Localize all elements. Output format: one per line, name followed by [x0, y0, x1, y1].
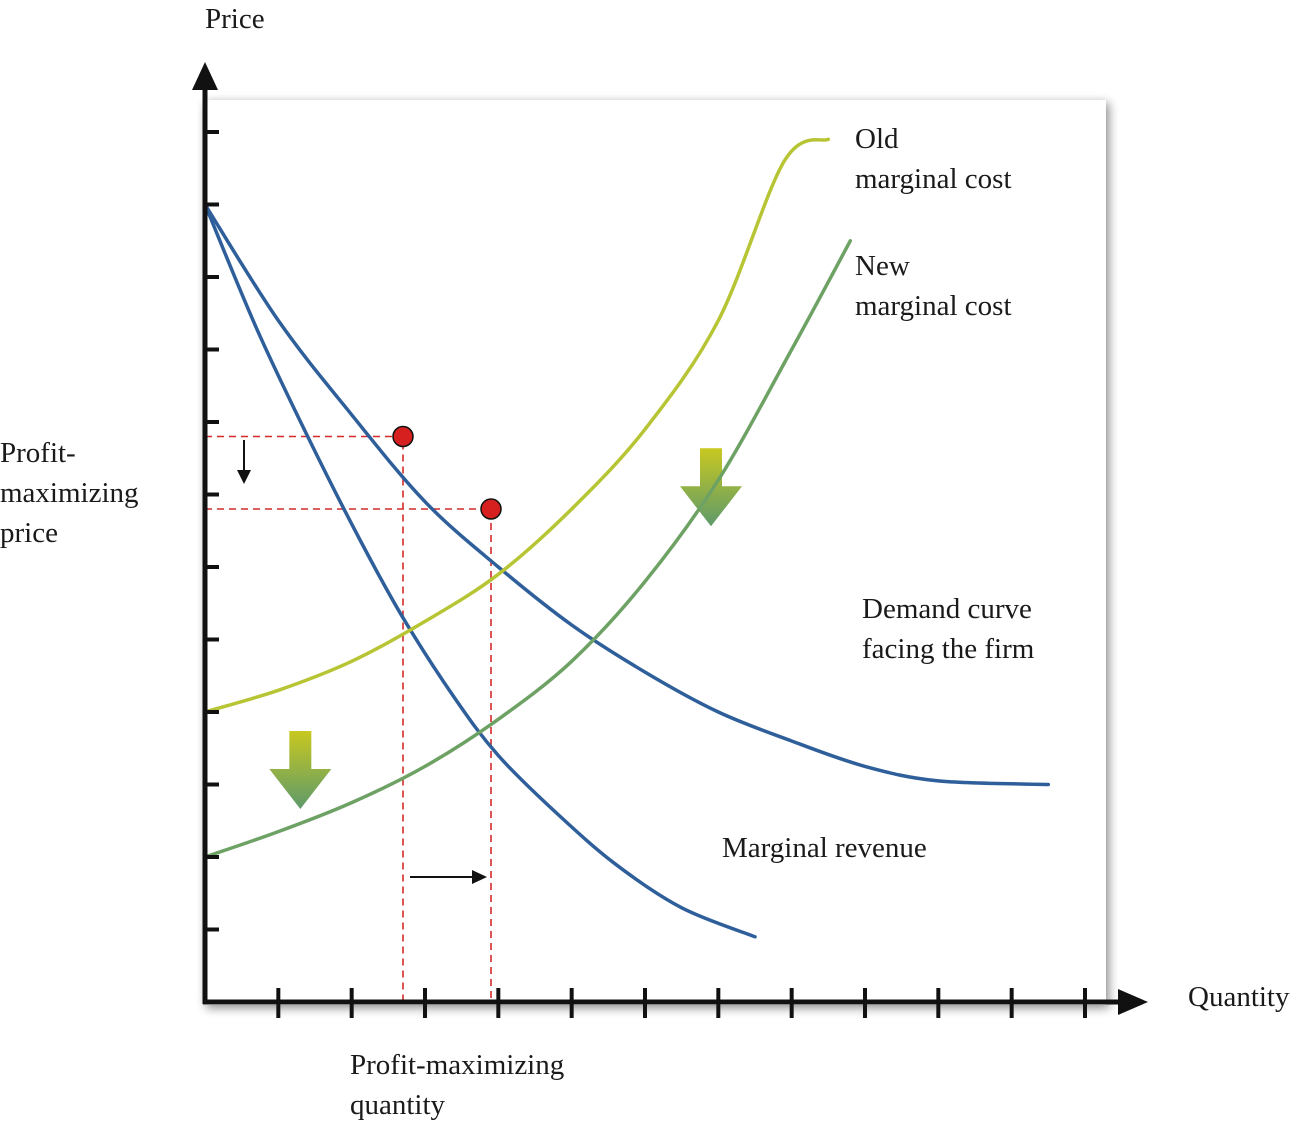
quantity-axis-label: Quantity — [1188, 981, 1290, 1013]
new-mc-label-line2: marginal cost — [855, 290, 1012, 322]
x-axis-ticks — [276, 988, 1087, 1018]
marginal-revenue-line — [203, 202, 757, 939]
marginal-cost-shift-arrow-left — [269, 731, 332, 809]
small-move-arrows — [237, 440, 487, 884]
pmq-label-line2: quantity — [350, 1089, 446, 1121]
curves — [203, 137, 1051, 939]
plot-panel — [203, 100, 1106, 1005]
y-axis-ticks — [204, 130, 219, 932]
demand-label-line2: facing the firm — [862, 633, 1035, 665]
new-mc-label-line1: New — [855, 250, 910, 282]
old-marginal-cost-line — [203, 137, 831, 714]
demand-curve-facing-the-firm-line — [203, 202, 1051, 787]
shift-arrows — [269, 448, 742, 809]
equilibrium-point-new — [480, 498, 502, 520]
pmp-label-line1: Profit- — [0, 437, 76, 469]
pmp-label-line2: maximizing — [0, 477, 139, 509]
guide-new — [205, 508, 492, 1002]
new-marginal-cost-line — [203, 239, 853, 859]
x-axis-arrowhead — [1118, 989, 1148, 1015]
price-axis-label: Price — [205, 3, 265, 35]
pmq-label-line1: Profit-maximizing — [350, 1049, 564, 1081]
axes — [192, 62, 1148, 1018]
mr-label: Marginal revenue — [722, 832, 927, 864]
quantity-right-arrowhead — [472, 870, 487, 884]
pmp-label-line3: price — [0, 517, 58, 549]
old-mc-label-line2: marginal cost — [855, 163, 1012, 195]
equilibrium-point-old — [392, 425, 414, 448]
equilibrium-points — [392, 425, 502, 520]
marginal-cost-shift-arrow-right — [680, 448, 742, 527]
price-down-arrowhead — [237, 470, 251, 484]
y-axis-arrowhead — [192, 62, 218, 90]
demand-label-line1: Demand curve — [862, 593, 1032, 625]
old-mc-label-line1: Old — [855, 123, 899, 155]
